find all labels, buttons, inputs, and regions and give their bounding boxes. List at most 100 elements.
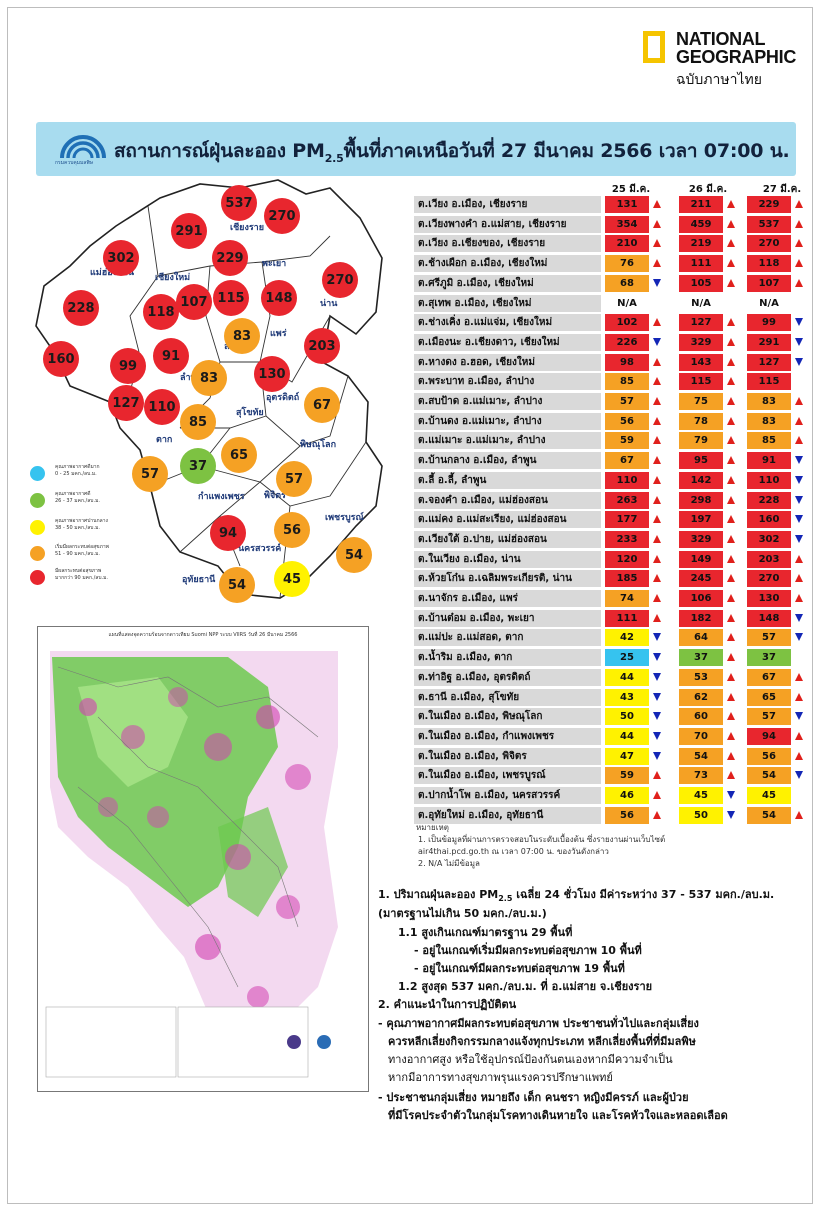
pm25-value-cell: 46 [605,787,649,804]
station-name: ต.บ้านต๋อม อ.เมือง, พะเยา [414,609,601,627]
pm25-value-cell: 102 [605,314,649,332]
pm25-value-cell: 47 [605,747,649,765]
agency-logo-text: กรมควบคุมมลพิษ [55,160,93,166]
up-arrow-icon [727,672,735,681]
up-arrow-icon [653,534,661,543]
up-arrow-icon [653,200,661,208]
table-row: ต.ช้างเผือก อ.เมือง, เชียงใหม่ 76 111 118 [414,255,803,273]
pm25-value-cell: 68 [605,274,649,292]
pm25-value-cell: 64 [679,629,723,647]
map-station-circle: 57 [132,456,168,492]
pm25-value-cell: 245 [679,570,723,588]
down-arrow-icon [795,771,803,780]
pm25-value-cell: 45 [747,787,791,804]
table-row: ต.น้ำริม อ.เมือง, ตาก 25 37 37 [414,649,795,667]
agency-logo-icon [60,135,106,159]
pm25-value-cell: 83 [747,393,791,410]
province-label: เชียงใหม่ [155,273,191,283]
pm25-value-cell: 94 [747,727,791,745]
pm25-value-cell: 73 [679,767,723,785]
station-name: ต.น้ำริม อ.เมือง, ตาก [414,649,601,667]
map-station-circle: 65 [221,437,257,473]
up-arrow-icon [727,515,735,524]
table-row: ต.บ้านต๋อม อ.เมือง, พะเยา 111 182 148 [414,609,803,627]
station-name: ต.ศรีภูมิ อ.เมือง, เชียงใหม่ [414,274,601,292]
up-arrow-icon [727,397,735,405]
up-arrow-icon [727,613,735,622]
province-label: ตาก [156,435,173,445]
up-arrow-icon [727,495,735,504]
up-arrow-icon [727,554,735,563]
up-arrow-icon [727,534,735,543]
pm25-value-cell: 57 [747,629,791,647]
column-header: 25 มี.ค. [611,184,651,195]
station-name: ต.ในเมือง อ.เมือง, กำแพงเพชร [414,727,601,745]
pm25-value-cell: 115 [679,373,723,391]
pm25-value-cell: 210 [605,235,649,253]
up-arrow-icon [727,377,735,386]
up-arrow-icon [653,239,661,248]
up-arrow-icon [795,219,803,228]
pm25-value-cell: 329 [679,333,723,351]
table-row: ต.สุเทพ อ.เมือง, เชียงใหม่ N/A N/A N/A [414,294,795,312]
pm25-value-cell: 107 [747,274,791,292]
down-arrow-icon [795,337,803,346]
page-title: สถานการณ์ฝุ่นละออง PM2.5พื้นที่ภาคเหนือว… [114,140,790,165]
station-name: ต.สุเทพ อ.เมือง, เชียงใหม่ [414,294,601,312]
table-row: ต.บ้านกลาง อ.เมือง, ลำพูน 67 95 91 [414,452,803,470]
pm25-value-cell: 197 [679,511,723,529]
up-arrow-icon [653,475,661,484]
up-arrow-icon [795,436,803,445]
up-arrow-icon [653,357,661,366]
table-row: ต.ปากน้ำโพ อ.เมือง, นครสวรรค์ 46 45 45 [414,787,795,804]
pm25-value-cell: 203 [747,550,791,568]
up-arrow-icon [727,416,735,425]
up-arrow-icon [727,633,735,642]
pm25-value-cell: 177 [605,511,649,529]
title-banner [36,122,796,176]
pm25-value-cell: 329 [679,530,723,548]
pm25-value-cell: 270 [747,570,791,588]
table-row: ต.ช่างเคิ่ง อ.แม่แจ่ม, เชียงใหม่ 102 127 99 [414,314,803,332]
up-arrow-icon [795,397,803,405]
station-name: ต.หางดง อ.ฮอด, เชียงใหม่ [414,353,601,371]
table-row: ต.พระบาท อ.เมือง, ลำปาง 85 115 115 [414,373,795,391]
summary-line: 2. คำแนะนำในการปฏิบัติตน [378,998,517,1011]
map-station-circle: 56 [274,512,310,548]
summary-line: (มาตรฐานไม่เกิน 50 มคก./ลบ.ม.) [378,907,547,920]
pm25-value-cell: 62 [679,688,723,706]
up-arrow-icon [653,554,661,563]
station-name: ต.เวียงพางคำ อ.แม่สาย, เชียงราย [414,215,601,233]
up-arrow-icon [727,200,735,208]
province-label: เพชรบูรณ์ [325,513,364,523]
up-arrow-icon [653,515,661,524]
up-arrow-icon [795,594,803,602]
yellow-frame-icon [643,31,665,63]
pm25-value-cell: 111 [605,609,649,627]
province-label: สุโขทัย [236,408,264,418]
summary-line: ทางอากาศสูง หรือใช้อุปกรณ์ป้องกันตนเองหา… [388,1053,673,1066]
pm25-value-cell: 79 [679,432,723,450]
pm25-value-cell: 95 [679,452,723,470]
table-row: ต.เวียงใต้ อ.ปาย, แม่ฮ่องสอน 233 329 302 [414,530,803,548]
down-arrow-icon [795,495,803,504]
up-arrow-icon [795,278,803,287]
up-arrow-icon [653,259,661,268]
up-arrow-icon [727,219,735,228]
map-station-circle: 228 [63,290,99,326]
pm25-value-cell: 229 [747,196,791,213]
map-station-circle: 99 [110,348,146,384]
up-arrow-icon [727,337,735,346]
pm25-value-cell: 120 [605,550,649,568]
up-arrow-icon [795,672,803,681]
pm25-value-cell: 98 [605,353,649,371]
pm25-value-cell: 59 [605,767,649,785]
map-station-circle: 160 [43,341,79,377]
pm25-value-cell: 57 [747,708,791,726]
map-station-circle: 94 [210,515,246,551]
hotspot-map: แผนที่แสดงจุดความร้อนจากดาวเทียม Suomi N… [37,626,369,1092]
pm25-value-cell: 43 [605,688,649,706]
brand-line1: NATIONAL [676,29,766,49]
pm25-value-cell: 57 [605,393,649,410]
station-name: ต.สบป้าด อ.แม่เมาะ, ลำปาง [414,393,601,410]
